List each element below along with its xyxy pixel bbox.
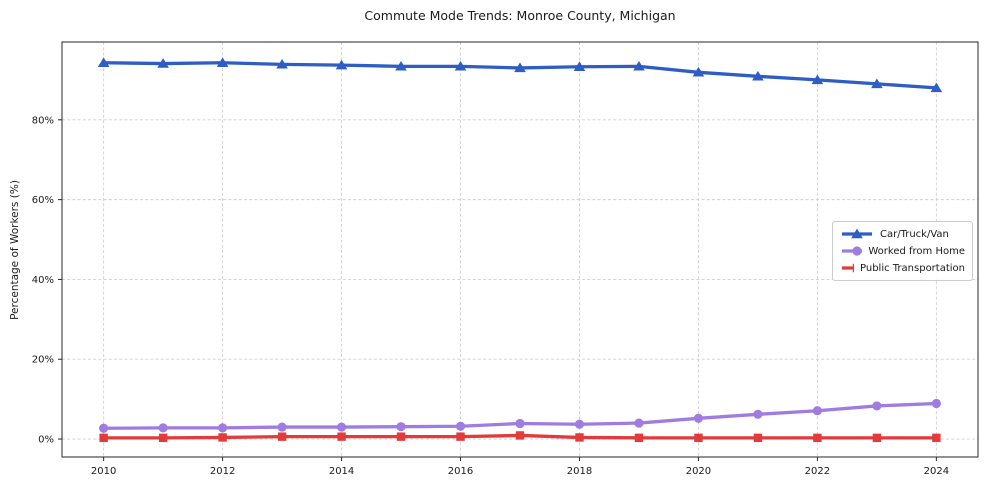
chart-title: Commute Mode Trends: Monroe County, Mich… bbox=[364, 8, 676, 23]
data-point-car-truck-van bbox=[395, 60, 407, 71]
y-tick-label: 0% bbox=[38, 435, 54, 446]
x-tick-label: 2024 bbox=[924, 466, 949, 477]
legend-swatch-worked-from-home bbox=[842, 246, 863, 256]
x-tick-label: 2018 bbox=[567, 466, 592, 477]
data-point-car-truck-van bbox=[930, 82, 943, 93]
legend-item-public-transportation: Public Transportation bbox=[840, 261, 965, 275]
data-point-car-truck-van bbox=[811, 74, 824, 85]
x-tick-label: 2016 bbox=[448, 466, 473, 477]
data-point-car-truck-van bbox=[454, 60, 467, 71]
data-point-worked-from-home bbox=[634, 418, 644, 428]
legend-swatch-car-truck-van bbox=[842, 228, 872, 239]
circle-marker-icon bbox=[852, 246, 862, 256]
data-point-public-transportation bbox=[158, 433, 168, 443]
data-point-car-truck-van bbox=[276, 58, 288, 69]
data-point-worked-from-home bbox=[812, 406, 823, 416]
legend-label: Public Transportation bbox=[860, 262, 965, 274]
data-point-car-truck-van bbox=[752, 70, 764, 81]
triangle-marker-icon bbox=[851, 228, 863, 239]
data-point-car-truck-van bbox=[216, 57, 229, 67]
data-point-public-transportation bbox=[694, 433, 703, 443]
data-point-public-transportation bbox=[277, 432, 287, 441]
legend-item-car-truck-van: Car/Truck/Van bbox=[840, 227, 965, 241]
data-point-worked-from-home bbox=[99, 423, 109, 433]
data-point-public-transportation bbox=[396, 432, 406, 441]
data-point-worked-from-home bbox=[931, 398, 941, 409]
data-point-car-truck-van bbox=[97, 57, 110, 67]
data-point-car-truck-van bbox=[573, 61, 586, 71]
data-point-public-transportation bbox=[337, 432, 346, 441]
legend-item-worked-from-home: Worked from Home bbox=[840, 244, 965, 258]
data-point-worked-from-home bbox=[158, 423, 168, 433]
x-tick-label: 2010 bbox=[91, 466, 116, 477]
data-point-public-transportation bbox=[456, 432, 465, 441]
data-point-public-transportation bbox=[515, 431, 525, 440]
x-tick-label: 2022 bbox=[805, 466, 830, 477]
data-point-public-transportation bbox=[932, 433, 941, 443]
data-point-worked-from-home bbox=[693, 413, 704, 423]
data-point-worked-from-home bbox=[455, 421, 466, 431]
plot-frame bbox=[61, 41, 979, 458]
data-point-public-transportation bbox=[218, 433, 227, 442]
data-point-worked-from-home bbox=[336, 422, 347, 432]
data-point-car-truck-van bbox=[157, 58, 169, 68]
data-point-worked-from-home bbox=[574, 419, 585, 429]
data-point-car-truck-van bbox=[871, 78, 883, 89]
legend-label: Car/Truck/Van bbox=[880, 228, 949, 240]
data-point-public-transportation bbox=[575, 433, 584, 442]
data-point-worked-from-home bbox=[396, 422, 406, 432]
data-point-public-transportation bbox=[753, 433, 763, 443]
data-point-public-transportation bbox=[99, 433, 108, 443]
data-point-worked-from-home bbox=[277, 422, 287, 432]
data-point-public-transportation bbox=[813, 433, 822, 443]
data-point-car-truck-van bbox=[633, 60, 645, 71]
data-point-public-transportation bbox=[634, 433, 644, 443]
data-point-car-truck-van bbox=[335, 59, 348, 70]
x-tick-label: 2014 bbox=[329, 466, 354, 477]
legend: Car/Truck/Van Worked from Home Public Tran… bbox=[832, 221, 973, 281]
data-point-worked-from-home bbox=[515, 418, 525, 429]
data-point-worked-from-home bbox=[217, 423, 228, 433]
y-tick-label: 40% bbox=[32, 275, 54, 286]
y-tick-label: 20% bbox=[32, 355, 54, 366]
data-point-worked-from-home bbox=[872, 401, 882, 411]
legend-label: Worked from Home bbox=[868, 245, 965, 257]
x-tick-label: 2020 bbox=[686, 466, 711, 477]
legend-swatch-public-transportation bbox=[842, 263, 855, 273]
y-tick-label: 80% bbox=[32, 115, 54, 126]
data-point-car-truck-van bbox=[514, 62, 526, 73]
square-marker-icon bbox=[852, 263, 855, 273]
x-tick-label: 2012 bbox=[210, 466, 235, 477]
data-point-worked-from-home bbox=[753, 409, 763, 419]
y-tick-label: 60% bbox=[32, 195, 54, 206]
data-point-public-transportation bbox=[872, 433, 882, 443]
data-point-car-truck-van bbox=[692, 66, 705, 77]
